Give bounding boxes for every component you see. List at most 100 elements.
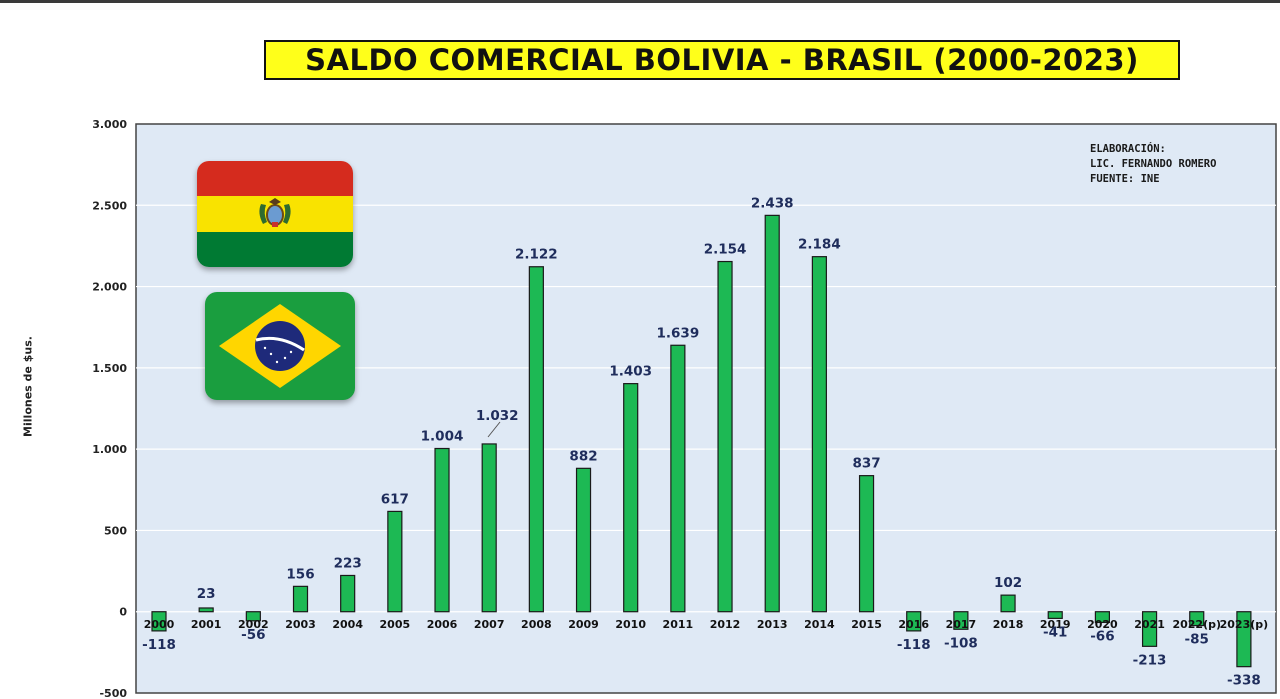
credit-line-source: FUENTE: INE bbox=[1090, 173, 1160, 185]
x-tick-label: 2004 bbox=[332, 618, 363, 631]
value-label: -213 bbox=[1133, 652, 1167, 668]
value-label: 1.032 bbox=[476, 408, 519, 424]
credit-block: ELABORACIÓN: LIC. FERNANDO ROMERO FUENTE… bbox=[1090, 142, 1216, 187]
x-tick-label: 2020 bbox=[1087, 618, 1118, 631]
value-label: 882 bbox=[569, 448, 597, 464]
x-tick-label: 2002 bbox=[238, 618, 269, 631]
x-tick-label: 2022(p) bbox=[1172, 618, 1221, 631]
credit-line-author: LIC. FERNANDO ROMERO bbox=[1090, 158, 1217, 170]
x-tick-label: 2010 bbox=[615, 618, 646, 631]
value-label: -108 bbox=[944, 635, 978, 651]
bar-2010 bbox=[623, 383, 639, 613]
y-tick-label: -500 bbox=[99, 687, 127, 699]
x-tick-label: 2016 bbox=[898, 618, 929, 631]
value-label: 1.403 bbox=[609, 364, 652, 380]
bolivia-flag-red-band bbox=[197, 161, 353, 197]
bolivia-flag-green-band bbox=[197, 231, 353, 267]
value-label: -85 bbox=[1185, 632, 1209, 648]
value-label: -118 bbox=[142, 637, 176, 653]
value-label: -66 bbox=[1090, 628, 1114, 644]
value-labels: -118 23 -56 156 223 617 1.004 1.032 2.122 882 1.40… bbox=[142, 195, 1261, 688]
brazil-flag-emblem-icon bbox=[219, 304, 341, 388]
y-tick-label: 1.000 bbox=[92, 443, 127, 456]
x-tick-labels: 2000 2001 2002 2003 2004 2005 2006 2007 2008 2009… bbox=[144, 618, 1268, 631]
chart-title: SALDO COMERCIAL BOLIVIA - BRASIL (2000-2… bbox=[264, 40, 1180, 80]
credit-line-elaboracion: ELABORACIÓN: bbox=[1090, 143, 1166, 155]
bar-2001 bbox=[198, 607, 214, 613]
x-tick-label: 2008 bbox=[521, 618, 552, 631]
brazil-flag bbox=[205, 292, 355, 400]
x-tick-label: 2018 bbox=[993, 618, 1024, 631]
bar-2019 bbox=[1047, 611, 1063, 619]
bar-2015 bbox=[858, 475, 875, 613]
y-tick-label: 2.500 bbox=[92, 199, 127, 212]
x-tick-label: 2006 bbox=[427, 618, 458, 631]
x-tick-label: 2019 bbox=[1040, 618, 1071, 631]
label-leader-line bbox=[487, 421, 501, 438]
x-tick-label: 2000 bbox=[144, 618, 175, 631]
bar-2005 bbox=[387, 510, 403, 613]
value-label: 156 bbox=[286, 566, 314, 582]
value-label: 2.154 bbox=[704, 242, 747, 258]
bar-2018 bbox=[1000, 594, 1016, 613]
x-tick-label: 2017 bbox=[946, 618, 977, 631]
value-label: 2.122 bbox=[515, 247, 558, 263]
bar-2007 bbox=[481, 443, 497, 613]
bar-2004 bbox=[340, 574, 356, 613]
x-tick-label: 2023(p) bbox=[1220, 618, 1269, 631]
value-label: 223 bbox=[334, 555, 362, 571]
value-label: 2.438 bbox=[751, 195, 794, 211]
grid-lines bbox=[136, 204, 1276, 613]
bar-2020 bbox=[1094, 611, 1111, 624]
x-tick-label: 2014 bbox=[804, 618, 835, 631]
x-tick-label: 2021 bbox=[1134, 618, 1165, 631]
y-tick-label: 500 bbox=[104, 524, 127, 537]
x-tick-label: 2001 bbox=[191, 618, 222, 631]
bolivia-flag-yellow-band bbox=[197, 196, 353, 232]
value-label: -41 bbox=[1043, 624, 1067, 640]
bar-2016 bbox=[906, 611, 922, 632]
y-tick-label: 1.500 bbox=[92, 362, 127, 375]
bar-2002 bbox=[245, 611, 261, 622]
bar-2006 bbox=[434, 447, 450, 613]
x-tick-label: 2003 bbox=[285, 618, 316, 631]
bar-2000 bbox=[151, 611, 167, 632]
x-tick-label: 2005 bbox=[380, 618, 411, 631]
value-label: 23 bbox=[197, 586, 216, 602]
bar-2014 bbox=[811, 256, 827, 613]
value-label: -118 bbox=[897, 637, 931, 653]
x-tick-label: 2007 bbox=[474, 618, 505, 631]
value-label: 1.639 bbox=[657, 325, 700, 341]
value-label: 617 bbox=[381, 491, 409, 507]
y-tick-label: 2.000 bbox=[92, 281, 127, 294]
x-tick-label: 2012 bbox=[710, 618, 741, 631]
y-tick-label: 0 bbox=[119, 606, 127, 619]
value-label: -56 bbox=[241, 627, 265, 643]
bolivia-coat-of-arms-icon bbox=[259, 198, 291, 228]
bar-2021 bbox=[1141, 611, 1158, 647]
bar-2023(p) bbox=[1236, 611, 1252, 668]
bar-2012 bbox=[717, 260, 733, 613]
bar-2017 bbox=[953, 611, 969, 630]
bar-2003 bbox=[292, 585, 309, 613]
top-border bbox=[0, 0, 1280, 3]
bar-2009 bbox=[575, 467, 592, 613]
value-label: 2.184 bbox=[798, 237, 841, 253]
value-label: 837 bbox=[852, 456, 880, 472]
bar-2022(p) bbox=[1189, 611, 1205, 627]
value-label: 102 bbox=[994, 575, 1022, 591]
x-tick-label: 2011 bbox=[663, 618, 694, 631]
x-tick-label: 2013 bbox=[757, 618, 788, 631]
y-tick-labels: -500 0 500 1.000 1.500 2.000 2.500 3.000 bbox=[92, 118, 127, 699]
bar-2013 bbox=[764, 214, 780, 613]
value-label: -338 bbox=[1227, 673, 1261, 689]
bar-2011 bbox=[670, 344, 686, 613]
bar-2008 bbox=[528, 266, 544, 613]
bolivia-flag bbox=[197, 161, 353, 267]
y-tick-label: 3.000 bbox=[92, 118, 127, 131]
bars bbox=[151, 214, 1252, 668]
x-tick-label: 2009 bbox=[568, 618, 599, 631]
value-label: 1.004 bbox=[421, 428, 464, 444]
x-tick-label: 2015 bbox=[851, 618, 882, 631]
